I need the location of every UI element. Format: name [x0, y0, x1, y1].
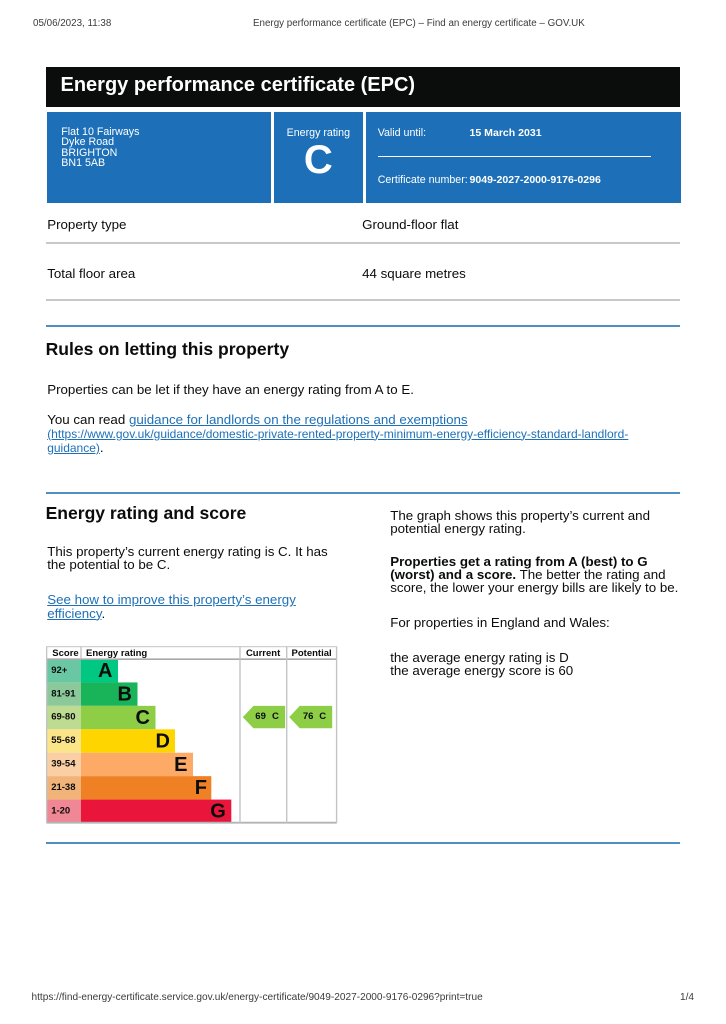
- svg-text:E: E: [174, 754, 187, 776]
- svg-text:81-91: 81-91: [51, 688, 76, 699]
- svg-text:Score: Score: [52, 648, 78, 659]
- svg-text:21-38: 21-38: [51, 782, 75, 793]
- svg-text:A: A: [98, 660, 112, 682]
- svg-text:69: 69: [255, 711, 266, 722]
- svg-text:C: C: [136, 707, 150, 729]
- svg-text:Current: Current: [246, 648, 281, 659]
- svg-text:Energy rating: Energy rating: [86, 648, 147, 659]
- svg-text:C: C: [319, 711, 326, 722]
- svg-text:G: G: [210, 801, 226, 823]
- svg-text:92+: 92+: [51, 665, 68, 676]
- svg-text:B: B: [118, 684, 132, 706]
- svg-text:39-54: 39-54: [51, 759, 76, 770]
- svg-text:D: D: [156, 730, 170, 752]
- svg-text:76: 76: [303, 711, 314, 722]
- svg-text:C: C: [272, 711, 279, 722]
- svg-text:F: F: [195, 777, 207, 799]
- svg-text:1-20: 1-20: [51, 805, 70, 816]
- svg-text:55-68: 55-68: [51, 735, 75, 746]
- svg-text:Potential: Potential: [292, 648, 332, 659]
- svg-text:69-80: 69-80: [51, 712, 75, 723]
